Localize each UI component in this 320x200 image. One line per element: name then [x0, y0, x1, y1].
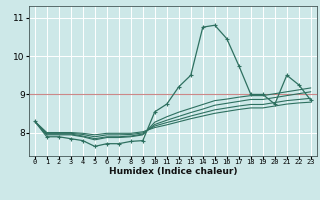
X-axis label: Humidex (Indice chaleur): Humidex (Indice chaleur): [108, 167, 237, 176]
